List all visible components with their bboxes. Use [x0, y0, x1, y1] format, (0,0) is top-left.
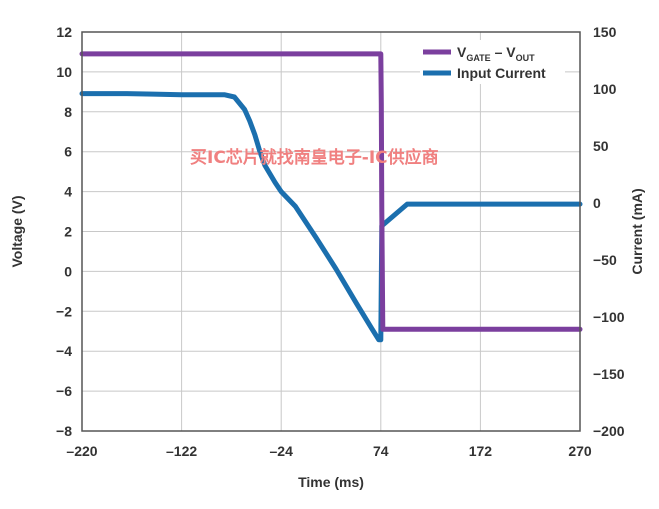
x-tick-label: –24	[270, 443, 294, 459]
y-left-tick-label: 10	[56, 64, 72, 80]
x-tick-label: 74	[373, 443, 389, 459]
x-tick-label: 172	[469, 443, 493, 459]
y-right-axis-ticks: 150 100 50 0 −50 −100 −150 −200	[593, 24, 625, 439]
y-left-axis-title: Voltage (V)	[9, 195, 25, 267]
series-line-input-current	[79, 91, 583, 343]
y-left-tick-label: 8	[64, 104, 72, 120]
legend-background	[420, 40, 565, 84]
y-right-tick-label: 50	[593, 138, 609, 154]
x-tick-label: 270	[568, 443, 592, 459]
y-right-axis-title: Current (mA)	[629, 188, 645, 274]
y-left-tick-label: −6	[56, 383, 72, 399]
x-axis-ticks: –220 –122 –24 74 172 270	[66, 443, 591, 459]
legend: VGATE – VOUT Input Current	[420, 40, 565, 84]
y-left-tick-label: −4	[56, 343, 72, 359]
y-right-tick-label: −150	[593, 366, 625, 382]
y-left-tick-label: 12	[56, 24, 72, 40]
series-layer	[79, 51, 583, 343]
series-line-vgate-vout	[79, 51, 583, 332]
x-axis-title: Time (ms)	[298, 474, 364, 490]
y-left-tick-label: −8	[56, 423, 72, 439]
y-right-tick-label: −50	[593, 252, 617, 268]
y-left-tick-label: 6	[64, 144, 72, 160]
x-tick-label: –220	[66, 443, 97, 459]
y-right-tick-label: −100	[593, 309, 625, 325]
y-right-tick-label: 100	[593, 81, 617, 97]
y-right-tick-label: 150	[593, 24, 617, 40]
y-left-axis-ticks: 12 10 8 6 4 2 0 −2 −4 −6 −8	[56, 24, 72, 439]
plot-frame	[81, 31, 581, 432]
y-left-tick-label: 0	[64, 263, 72, 279]
y-left-tick-label: 4	[64, 184, 72, 200]
y-left-tick-label: 2	[64, 224, 72, 240]
legend-label-vgate-vout: VGATE – VOUT	[457, 44, 535, 63]
y-left-tick-label: −2	[56, 303, 72, 319]
watermark-text: 买IC芯片就找南皇电子-IC供应商	[190, 147, 439, 168]
y-right-tick-label: 0	[593, 195, 601, 211]
legend-label-input-current: Input Current	[457, 65, 546, 81]
x-tick-label: –122	[166, 443, 197, 459]
y-right-tick-label: −200	[593, 423, 625, 439]
